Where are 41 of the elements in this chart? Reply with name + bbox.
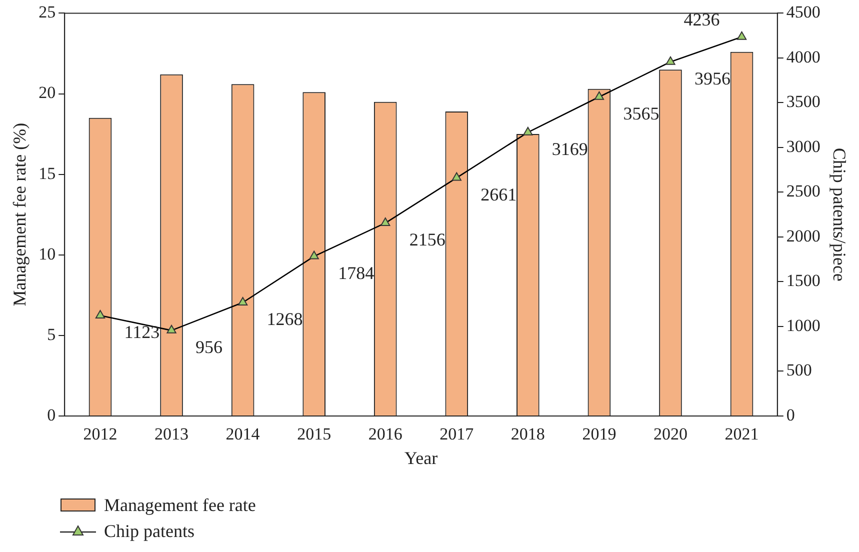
x-tick-label: 2015 [297, 424, 332, 444]
y2-axis-title: Chip patents/piece [829, 148, 850, 282]
y2-tick-label: 3500 [786, 92, 820, 112]
y2-tick-label: 2500 [786, 182, 820, 201]
y-tick-label: 20 [38, 83, 56, 102]
y2-tick-label: 2000 [786, 226, 820, 246]
y-tick-label: 15 [38, 164, 56, 183]
y2-tick-label: 0 [786, 405, 795, 424]
y2-tick-label: 1000 [786, 316, 820, 335]
x-tick-label: 2017 [440, 424, 474, 444]
y2-tick-label: 3000 [786, 136, 820, 156]
x-axis-title: Year [404, 448, 438, 468]
y2-tick-label: 4500 [786, 2, 820, 22]
data-label: 956 [196, 337, 223, 358]
x-tick-label: 2013 [154, 424, 189, 444]
y-tick-label: 25 [38, 2, 56, 22]
x-tick-label: 2012 [83, 424, 118, 444]
data-label: 3169 [552, 139, 588, 160]
x-tick-label: 2021 [724, 424, 759, 444]
y2-tick-label: 1500 [786, 271, 820, 290]
y2-tick-label: 500 [786, 360, 812, 380]
data-label: 3565 [623, 104, 660, 124]
y-tick-label: 5 [47, 324, 56, 344]
x-tick-label: 2019 [582, 424, 616, 444]
legend-label: Chip patents [104, 520, 194, 542]
data-label: 1268 [266, 309, 303, 330]
data-label: 2156 [409, 230, 446, 250]
y-tick-label: 10 [38, 244, 56, 264]
x-tick-label: 2014 [226, 424, 260, 444]
data-label: 1123 [124, 322, 160, 342]
data-label: 1784 [338, 263, 374, 284]
data-label: 4236 [684, 10, 720, 30]
x-tick-label: 2016 [368, 424, 402, 444]
y2-tick-label: 4000 [786, 47, 820, 66]
legend-label: Management fee rate [104, 494, 256, 516]
x-tick-label: 2020 [653, 424, 688, 444]
y-axis-title: Management fee rate (%) [10, 122, 30, 306]
data-label: 3956 [694, 68, 730, 89]
x-tick-label: 2018 [510, 424, 545, 444]
data-label: 2661 [480, 184, 517, 205]
y-tick-label: 0 [47, 405, 56, 424]
